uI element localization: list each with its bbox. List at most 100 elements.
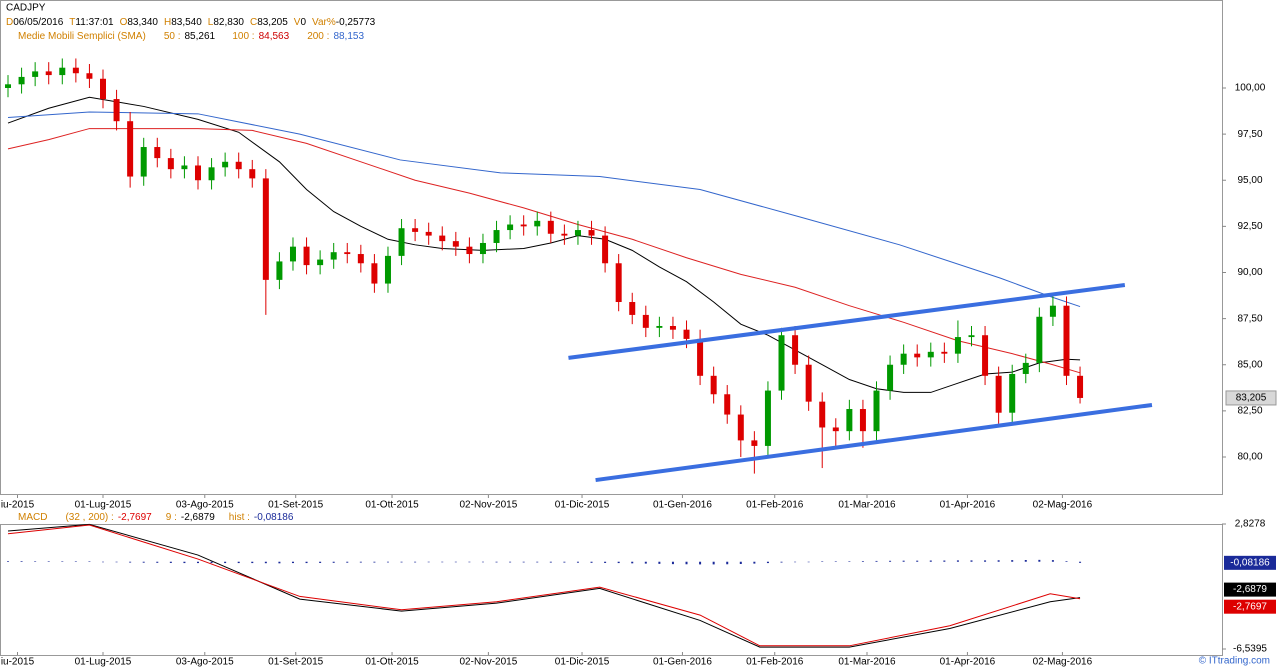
- hist-bar: [1065, 561, 1068, 562]
- x-tick-label: 01-Lug-2015: [75, 500, 132, 511]
- hist-bar: [47, 561, 50, 562]
- line: [7, 523, 1081, 648]
- hist-bar: [522, 561, 525, 563]
- hist-bar: [88, 561, 91, 562]
- candle-body: [479, 242, 486, 255]
- hist-bar: [970, 560, 973, 562]
- hist-bar: [753, 561, 756, 564]
- y-tick-label: 80,00: [1237, 452, 1262, 463]
- hist-bar: [780, 561, 783, 563]
- legend-hist: -0,08186: [254, 512, 294, 523]
- candle-body: [927, 351, 934, 358]
- quote-value: 06/05/2016: [13, 17, 63, 28]
- candle-body: [357, 254, 364, 264]
- x-tick-label: 01-Gen-2016: [653, 657, 712, 668]
- legend-params: (32 , 200) :: [65, 512, 113, 523]
- trendline: [568, 283, 1126, 360]
- candle-body: [167, 158, 174, 170]
- quote-value: 82,830: [213, 17, 244, 28]
- candle-body: [127, 121, 134, 177]
- hist-bar: [61, 561, 64, 562]
- candle-body: [561, 233, 568, 236]
- candle-body: [520, 224, 527, 227]
- y-tick-label: 85,00: [1237, 359, 1262, 370]
- candle-body: [59, 67, 66, 76]
- candle-body: [764, 390, 771, 446]
- value-box: [1224, 599, 1276, 614]
- y-tick-label: 2,8278: [1235, 519, 1266, 530]
- last-price-box: [1225, 390, 1277, 406]
- hist-bar: [1051, 560, 1054, 562]
- hist-bar: [196, 561, 199, 564]
- hist-bar: [115, 561, 118, 563]
- quote-key: O: [120, 17, 128, 28]
- quote-key: T: [69, 17, 75, 28]
- hist-bar: [916, 560, 919, 562]
- quote-key: D: [6, 17, 13, 28]
- candle-body: [629, 302, 636, 315]
- candle-body: [45, 71, 52, 76]
- last-price: 83,205: [1236, 393, 1267, 404]
- hist-bar: [536, 561, 539, 563]
- hist-bar: [848, 561, 851, 562]
- hist-bar: [7, 561, 10, 562]
- legend-name: MACD: [18, 512, 47, 523]
- legend-hist-key: hist :: [229, 512, 250, 523]
- hist-bar: [590, 561, 593, 563]
- candle-body: [371, 263, 378, 284]
- candle-body: [249, 169, 256, 179]
- sma-key: 200 :: [307, 31, 329, 42]
- hist-bar: [509, 561, 512, 563]
- quote-value: 83,340: [127, 17, 158, 28]
- candle-body: [86, 73, 93, 79]
- candle-body: [873, 390, 880, 432]
- hist-bar: [319, 561, 322, 563]
- hist-bar: [875, 560, 878, 562]
- candle-body: [493, 230, 500, 243]
- candle-body: [615, 263, 622, 303]
- hist-bar: [984, 560, 987, 562]
- sma-value: 84,563: [259, 31, 290, 42]
- candle-body: [99, 78, 106, 100]
- candle-body: [235, 161, 242, 170]
- line: [7, 111, 1081, 308]
- hist-bar: [1079, 561, 1082, 563]
- candle-body: [941, 351, 948, 354]
- hist-bar: [169, 561, 172, 563]
- candle-body: [547, 220, 554, 234]
- hist-bar: [278, 561, 281, 564]
- candle-body: [697, 338, 704, 376]
- hist-bar: [671, 561, 674, 565]
- candle-body: [507, 224, 514, 231]
- candle-body: [452, 241, 459, 247]
- candle-body: [1049, 305, 1056, 317]
- candle-body: [846, 409, 853, 432]
- macd-frame: [0, 524, 1223, 656]
- quote-key: C: [250, 17, 257, 28]
- candle-body: [344, 252, 351, 255]
- candle-body: [113, 99, 120, 122]
- y-tick-label: 97,50: [1237, 129, 1262, 140]
- hist-bar: [101, 561, 104, 563]
- hist-bar: [1038, 559, 1041, 562]
- x-tick-label: 01-Mar-2016: [838, 657, 896, 668]
- hist-bar: [576, 561, 579, 563]
- candle-body: [1009, 373, 1016, 413]
- hist-bar: [1011, 560, 1014, 562]
- x-tick-label: iu-2015: [1, 500, 35, 511]
- x-tick-label: 01-Feb-2016: [746, 657, 804, 668]
- value-box-label: -0,08186: [1230, 557, 1270, 568]
- hist-bar: [332, 561, 335, 563]
- line: [7, 524, 1081, 647]
- hist-bar: [183, 561, 186, 564]
- hist-bar: [861, 561, 864, 562]
- quote-value: -0,25773: [336, 17, 376, 28]
- candle-body: [683, 329, 690, 339]
- sma-line: Medie Mobili Semplici (SMA) 50 : 85,261 100…: [18, 31, 364, 42]
- x-tick-label: 01-Ott-2015: [365, 657, 419, 668]
- watermark: © ITtrading.com: [1199, 656, 1270, 667]
- hist-bar: [400, 561, 403, 563]
- value-box-label: -2,7697: [1233, 601, 1267, 612]
- y-tick-label: 90,00: [1237, 267, 1262, 278]
